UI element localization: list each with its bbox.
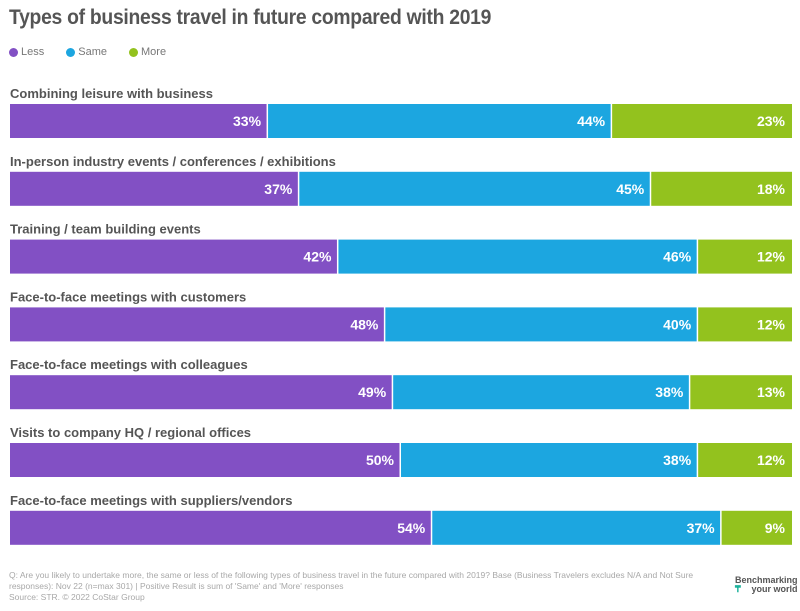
legend-item-less[interactable]: Less xyxy=(9,46,44,58)
legend-item-same[interactable]: Same xyxy=(66,46,107,58)
bar-segment-more[interactable] xyxy=(721,510,792,545)
data-label-same: 38% xyxy=(655,384,684,400)
arrow-down-logo-icon: ₸ xyxy=(735,584,741,594)
data-label-more: 23% xyxy=(757,113,786,129)
stacked-bar-chart: Combining leisure with business 33% 44% 23%… xyxy=(10,86,792,545)
bar-segment-more[interactable] xyxy=(698,307,792,342)
data-label-less: 50% xyxy=(366,452,395,468)
legend-label-same: Same xyxy=(78,46,107,58)
data-label-more: 12% xyxy=(757,249,786,265)
bar-row: Face-to-face meetings with customers 48% 4… xyxy=(10,289,792,342)
bar-row: Face-to-face meetings with suppliers/ven… xyxy=(10,493,792,545)
bar-segment-less[interactable] xyxy=(10,443,400,477)
bar-segment-same[interactable] xyxy=(432,510,721,545)
bar-segment-same[interactable] xyxy=(385,307,697,342)
bar-segment-more[interactable] xyxy=(698,443,792,477)
bar-segment-same[interactable] xyxy=(401,443,697,477)
bar-segment-same[interactable] xyxy=(299,171,650,206)
data-label-same: 46% xyxy=(663,249,692,265)
data-label-less: 37% xyxy=(264,181,293,197)
legend-item-more[interactable]: More xyxy=(129,46,166,58)
data-label-less: 33% xyxy=(233,113,262,129)
brand-line-1: Benchmarking xyxy=(735,575,798,585)
legend-dot-more-icon xyxy=(129,47,138,57)
bar-segment-less[interactable] xyxy=(10,171,298,206)
legend: Less Same More xyxy=(9,46,166,58)
bar-segment-same[interactable] xyxy=(393,375,689,410)
bar-segment-more[interactable] xyxy=(698,239,792,274)
bar-row: Combining leisure with business 33% 44% 23% xyxy=(10,86,792,138)
data-label-more: 13% xyxy=(757,384,786,400)
bar-segment-less[interactable] xyxy=(10,104,267,138)
data-label-same: 45% xyxy=(616,181,645,197)
bar-row: Training / team building events 42% 46% 12% xyxy=(10,222,792,274)
data-label-same: 40% xyxy=(663,316,692,332)
category-label: In-person industry events / conferences … xyxy=(10,154,336,169)
brand-line-2: your world xyxy=(751,584,798,594)
data-label-same: 38% xyxy=(663,452,692,468)
bar-row: Face-to-face meetings with colleagues 49%… xyxy=(10,357,792,410)
data-label-more: 18% xyxy=(757,181,786,197)
footer: Q: Are you likely to undertake more, the… xyxy=(9,570,699,603)
bar-segment-more[interactable] xyxy=(651,171,792,206)
brand-logo: Benchmarking ₸ your world xyxy=(735,576,798,594)
legend-label-less: Less xyxy=(21,46,45,58)
legend-dot-same-icon xyxy=(66,47,76,57)
data-label-more: 12% xyxy=(757,452,786,468)
data-label-more: 9% xyxy=(765,520,786,536)
data-label-same: 37% xyxy=(687,520,716,536)
data-label-less: 42% xyxy=(303,249,332,265)
category-label: Combining leisure with business xyxy=(10,86,213,101)
data-label-more: 12% xyxy=(757,316,786,332)
category-label: Face-to-face meetings with customers xyxy=(10,289,246,304)
bar-segment-less[interactable] xyxy=(10,239,337,274)
legend-label-more: More xyxy=(141,46,167,58)
bar-segment-same[interactable] xyxy=(268,104,611,138)
category-label: Face-to-face meetings with suppliers/ven… xyxy=(10,493,292,508)
bar-row: Visits to company HQ / regional offices 5… xyxy=(10,425,792,477)
bar-segment-less[interactable] xyxy=(10,307,384,342)
category-label: Visits to company HQ / regional offices xyxy=(10,425,251,440)
category-label: Training / team building events xyxy=(10,222,201,237)
data-label-same: 44% xyxy=(577,113,606,129)
bar-segment-same[interactable] xyxy=(338,239,697,274)
bar-segment-more[interactable] xyxy=(612,104,792,138)
data-label-less: 48% xyxy=(350,316,379,332)
chart-title: Types of business travel in future compa… xyxy=(9,6,492,29)
legend-dot-less-icon xyxy=(9,47,18,57)
footer-source: Source: STR. © 2022 CoStar Group xyxy=(9,592,145,602)
bar-row: In-person industry events / conferences … xyxy=(10,154,792,206)
data-label-less: 49% xyxy=(358,384,387,400)
category-label: Face-to-face meetings with colleagues xyxy=(10,357,248,372)
bar-segment-less[interactable] xyxy=(10,375,392,410)
bar-segment-less[interactable] xyxy=(10,510,431,545)
bar-segment-more[interactable] xyxy=(690,375,792,410)
data-label-less: 54% xyxy=(397,520,426,536)
footer-question: Q: Are you likely to undertake more, the… xyxy=(9,570,694,591)
